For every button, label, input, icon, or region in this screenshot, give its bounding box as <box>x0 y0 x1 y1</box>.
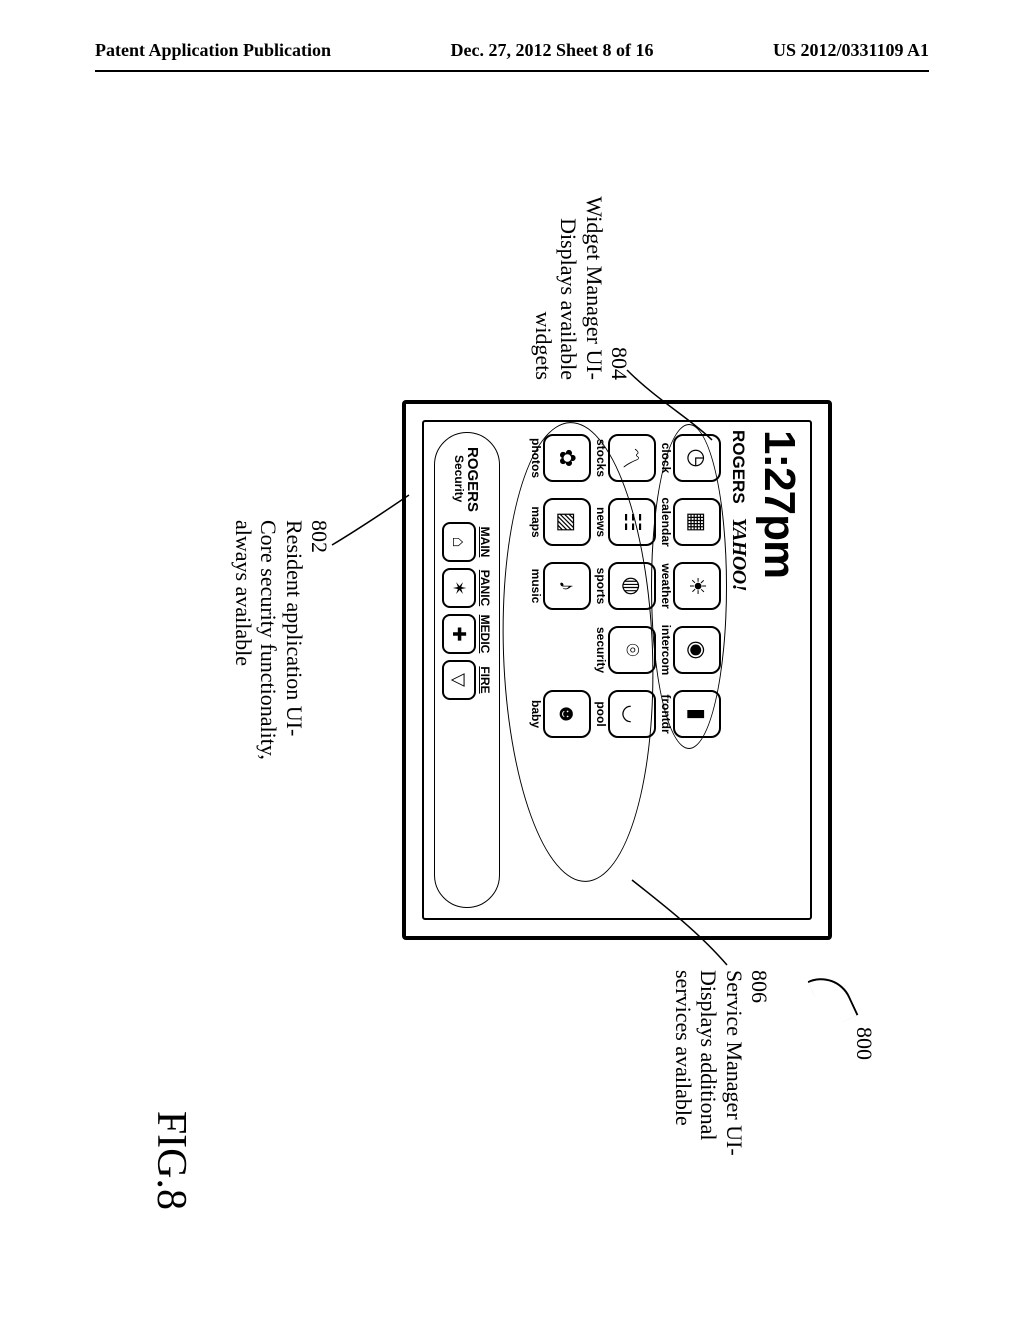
header-right: US 2012/0331109 A1 <box>773 40 929 61</box>
device-frame: 1:27pm ROGERS YAHOO! ◷clock ▦calendar ☀w… <box>402 400 832 940</box>
weather-icon: ☀ <box>673 562 721 610</box>
sec-btn-main[interactable]: MAIN⌂ <box>442 522 492 562</box>
widget-stocks[interactable]: 〽stocks <box>595 430 656 486</box>
widget-music[interactable]: ♪music <box>530 558 591 614</box>
calendar-icon: ▦ <box>673 498 721 546</box>
panic-icon: ✶ <box>442 568 476 608</box>
header-left: Patent Application Publication <box>95 40 331 61</box>
frontdoor-icon: ▮ <box>673 690 721 738</box>
callout-804: 804 Widget Manager UI- Displays availabl… <box>531 170 632 380</box>
fire-icon: ▽ <box>442 660 476 700</box>
widget-baby[interactable]: ☻baby <box>530 686 591 742</box>
sec-btn-fire[interactable]: FIRE▽ <box>442 660 492 700</box>
security-icon: ⌾ <box>608 626 656 674</box>
security-buttons: MAIN⌂ PANIC✶ MEDIC✚ FIRE▽ <box>442 522 492 700</box>
sec-btn-panic[interactable]: PANIC✶ <box>442 568 492 608</box>
widget-calendar[interactable]: ▦calendar <box>660 494 721 550</box>
widget-news[interactable]: ☷news <box>595 494 656 550</box>
widget-photos[interactable]: ✿photos <box>530 430 591 486</box>
widget-sports[interactable]: ◍sports <box>595 558 656 614</box>
pool-icon: ◡ <box>608 690 656 738</box>
sports-icon: ◍ <box>608 562 656 610</box>
widget-pool[interactable]: ◡pool <box>595 686 656 742</box>
stocks-icon: 〽 <box>608 434 656 482</box>
brand-rogers: ROGERS <box>728 430 748 504</box>
photos-icon: ✿ <box>543 434 591 482</box>
music-icon: ♪ <box>543 562 591 610</box>
maps-icon: ▨ <box>543 498 591 546</box>
sec-btn-medic[interactable]: MEDIC✚ <box>442 614 492 654</box>
baby-icon: ☻ <box>543 690 591 738</box>
widget-weather[interactable]: ☀weather <box>660 558 721 614</box>
callout-802: 802 Resident application UI- Core securi… <box>231 520 332 840</box>
widget-row-1: ◷clock ▦calendar ☀weather ◉intercom ▮fro… <box>660 430 721 910</box>
widget-security[interactable]: ⌾security <box>595 622 656 678</box>
clock-icon: ◷ <box>673 434 721 482</box>
intercom-icon: ◉ <box>673 626 721 674</box>
brand-yahoo: YAHOO! <box>727 518 750 591</box>
widget-row-3: ✿photos ▨maps ♪music ☻baby <box>530 430 591 910</box>
home-icon: ⌂ <box>442 522 476 562</box>
widget-frontdr[interactable]: ▮frontdr <box>660 686 721 742</box>
widget-clock[interactable]: ◷clock <box>660 430 721 486</box>
page-header: Patent Application Publication Dec. 27, … <box>0 40 1024 61</box>
header-rule <box>95 70 929 72</box>
widget-area: ◷clock ▦calendar ☀weather ◉intercom ▮fro… <box>530 430 721 910</box>
device-screen: 1:27pm ROGERS YAHOO! ◷clock ▦calendar ☀w… <box>422 420 812 920</box>
clock-time: 1:27pm <box>754 430 804 910</box>
figure-label: FIG.8 <box>147 1111 195 1210</box>
widget-intercom[interactable]: ◉intercom <box>660 622 721 678</box>
medic-icon: ✚ <box>442 614 476 654</box>
figure-8: 800 1:27pm ROGERS YAHOO! ◷clock ▦calenda… <box>137 140 887 1240</box>
widget-row-2: 〽stocks ☷news ◍sports ⌾security ◡pool <box>595 430 656 910</box>
news-icon: ☷ <box>608 498 656 546</box>
callout-806: 806 Service Manager UI- Displays additio… <box>671 970 772 1220</box>
security-bar: ROGERS Security MAIN⌂ PANIC✶ MEDIC✚ FIRE… <box>434 432 500 908</box>
ref-800: 800 <box>851 1027 877 1060</box>
widget-maps[interactable]: ▨maps <box>530 494 591 550</box>
security-brand: ROGERS Security <box>454 447 481 512</box>
brand-row: ROGERS YAHOO! <box>727 430 750 910</box>
header-center: Dec. 27, 2012 Sheet 8 of 16 <box>451 40 654 61</box>
